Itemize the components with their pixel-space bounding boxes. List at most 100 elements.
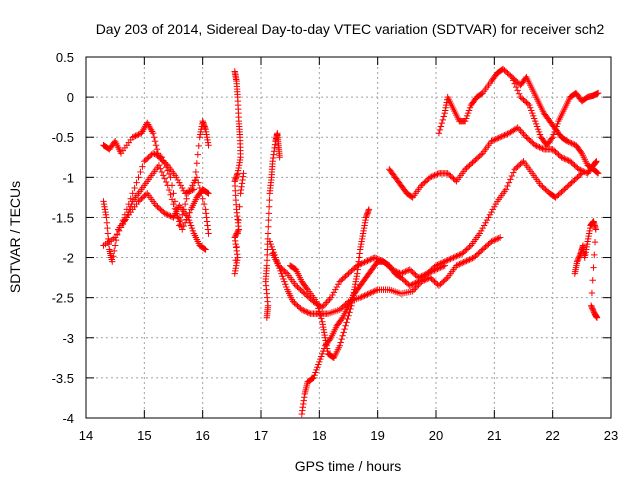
data-point (171, 198, 179, 205)
data-point (428, 268, 435, 275)
data-point (492, 236, 499, 243)
data-point (561, 186, 568, 193)
data-point (485, 240, 492, 248)
data-point (513, 125, 520, 132)
data-point (511, 80, 518, 87)
y-tick-label: -1 (62, 170, 74, 185)
data-point (531, 142, 539, 149)
data-point (294, 283, 301, 291)
data-point (263, 262, 271, 269)
data-point (180, 206, 187, 213)
data-point (453, 262, 460, 269)
data-point (588, 289, 596, 297)
data-point (418, 275, 425, 283)
data-point (368, 289, 376, 296)
y-tick-label: -4 (62, 411, 74, 426)
data-point (174, 214, 182, 221)
data-point (550, 147, 558, 154)
data-point (136, 196, 144, 204)
data-point (332, 286, 339, 293)
data-point (194, 151, 202, 158)
data-point (307, 295, 314, 303)
data-point (432, 171, 440, 178)
data-point (323, 299, 330, 306)
data-point (502, 68, 510, 75)
data-point (338, 277, 345, 284)
data-point (399, 275, 406, 283)
data-point (315, 305, 322, 312)
data-point (517, 127, 524, 135)
data-point (365, 206, 373, 213)
data-point (110, 247, 118, 255)
data-point (304, 293, 311, 300)
data-point (565, 182, 572, 189)
data-point (265, 203, 273, 210)
data-point (183, 216, 190, 223)
data-point (342, 322, 349, 329)
series-track-i (298, 258, 448, 418)
data-point (365, 290, 373, 297)
data-point (432, 266, 440, 273)
data-point (514, 124, 521, 131)
data-point (371, 254, 378, 261)
data-point (314, 363, 321, 371)
data-point (370, 288, 377, 295)
data-point (301, 307, 308, 315)
data-point (304, 309, 311, 316)
data-point (155, 162, 163, 169)
data-point (146, 152, 154, 160)
data-point (192, 176, 199, 184)
data-point (180, 222, 187, 230)
data-point (110, 253, 117, 260)
y-tick-label: -1.5 (52, 210, 74, 225)
data-point (517, 160, 524, 168)
data-point (438, 263, 446, 271)
data-point (123, 206, 131, 213)
data-point (364, 257, 371, 265)
data-point (167, 191, 174, 198)
data-point (181, 200, 189, 208)
data-point (515, 162, 523, 169)
data-point (141, 192, 148, 200)
data-point (358, 293, 365, 301)
data-point (313, 366, 320, 374)
data-point (513, 83, 520, 91)
data-point (475, 250, 482, 257)
data-point (198, 190, 205, 197)
data-point (555, 151, 562, 158)
data-point (135, 131, 142, 138)
data-point (157, 153, 164, 160)
data-point (448, 255, 456, 262)
data-point (565, 138, 572, 146)
data-point (139, 163, 146, 170)
data-point (463, 112, 471, 120)
data-point (552, 148, 559, 156)
data-point (421, 273, 428, 280)
data-point (435, 282, 443, 289)
data-point (324, 297, 332, 305)
data-point (339, 303, 346, 311)
data-point (448, 174, 456, 181)
data-point (501, 67, 508, 74)
data-point (435, 130, 443, 137)
data-point (491, 136, 498, 144)
data-point (111, 234, 119, 241)
data-point (498, 133, 505, 140)
x-tick-label: 19 (370, 428, 384, 443)
data-point (189, 182, 196, 189)
data-point (236, 203, 243, 210)
data-point (508, 73, 516, 81)
data-point (336, 278, 343, 285)
data-point (574, 257, 581, 264)
data-point (406, 282, 413, 289)
data-point (419, 274, 427, 281)
data-point (559, 154, 567, 162)
series-track-j (286, 206, 373, 362)
data-point (571, 162, 578, 169)
data-point (340, 329, 347, 336)
data-point (441, 277, 448, 284)
data-point (186, 187, 193, 194)
data-point (553, 123, 560, 130)
data-point (432, 279, 440, 287)
